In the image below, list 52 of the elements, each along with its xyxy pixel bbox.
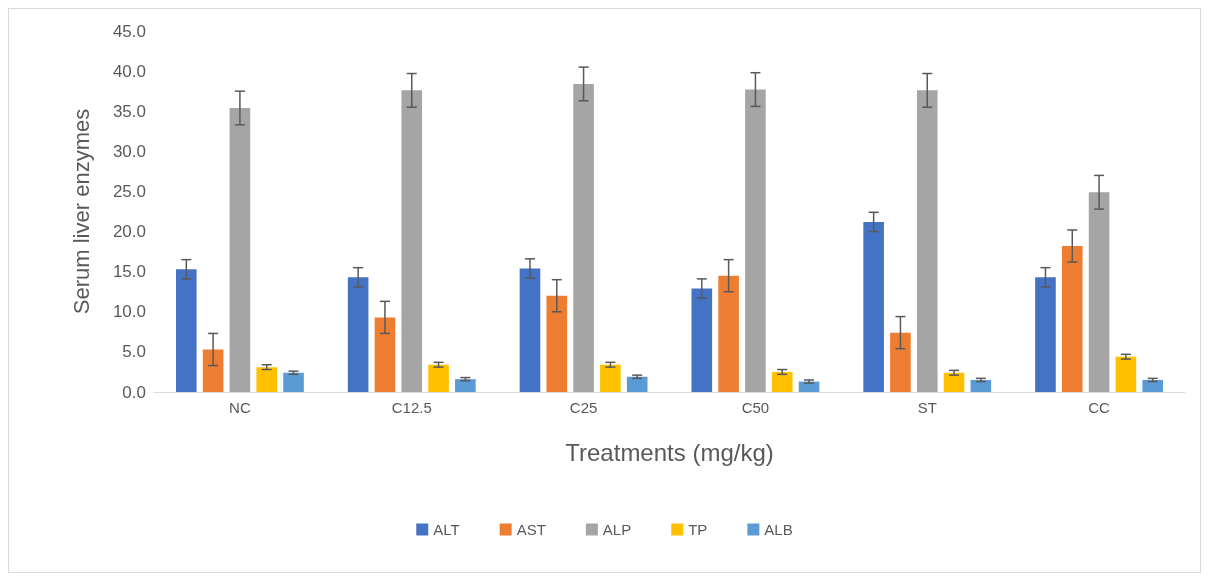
y-tick-label: 20.0 <box>112 222 146 242</box>
y-tick-label: 25.0 <box>112 181 146 201</box>
bar <box>718 275 739 392</box>
bar <box>202 349 224 392</box>
bar <box>573 83 594 392</box>
bar <box>691 288 713 392</box>
bar <box>1061 246 1083 392</box>
legend-label: ALB <box>764 521 793 538</box>
y-tick-label: 5.0 <box>122 342 146 362</box>
x-tick-label: ST <box>917 399 937 416</box>
bar <box>943 372 965 392</box>
bar <box>1115 356 1137 392</box>
y-tick-label: 0.0 <box>122 382 146 402</box>
bar <box>519 268 541 392</box>
bar <box>626 376 648 392</box>
y-axis-title: Serum liver enzymes <box>68 108 94 315</box>
y-tick-label: 40.0 <box>112 61 146 81</box>
bar <box>745 89 766 392</box>
bar <box>970 379 992 392</box>
bar <box>175 269 197 392</box>
bar <box>863 221 884 392</box>
bar <box>1035 277 1056 392</box>
y-tick-label: 45.0 <box>112 21 146 41</box>
bar <box>546 295 568 392</box>
bar <box>283 372 304 392</box>
bar <box>600 364 621 392</box>
y-tick-label: 30.0 <box>112 141 146 161</box>
bar <box>455 379 476 392</box>
legend-label: ALT <box>433 521 460 538</box>
bar <box>256 367 278 392</box>
x-axis-title: Treatments (mg/kg) <box>565 438 774 466</box>
legend-label: AST <box>516 521 546 538</box>
bar <box>401 90 423 392</box>
y-tick-label: 10.0 <box>112 302 146 322</box>
bar <box>890 332 911 392</box>
x-tick-label: NC <box>229 399 251 416</box>
y-tick-label: 35.0 <box>112 101 146 121</box>
bar <box>229 108 251 392</box>
x-tick-label: C25 <box>569 399 598 416</box>
bar <box>916 90 938 392</box>
bar <box>771 371 793 392</box>
x-tick-label: C50 <box>741 399 770 416</box>
bar <box>1142 379 1164 392</box>
legend-label: TP <box>688 521 708 538</box>
bar <box>374 317 396 392</box>
bar <box>428 364 449 392</box>
bar <box>1088 192 1110 392</box>
x-tick-label: CC <box>1088 399 1111 416</box>
bar <box>347 277 369 392</box>
y-tick-label: 15.0 <box>112 262 146 282</box>
x-tick-label: C12.5 <box>391 399 432 416</box>
legend-label: ALP <box>602 521 632 538</box>
